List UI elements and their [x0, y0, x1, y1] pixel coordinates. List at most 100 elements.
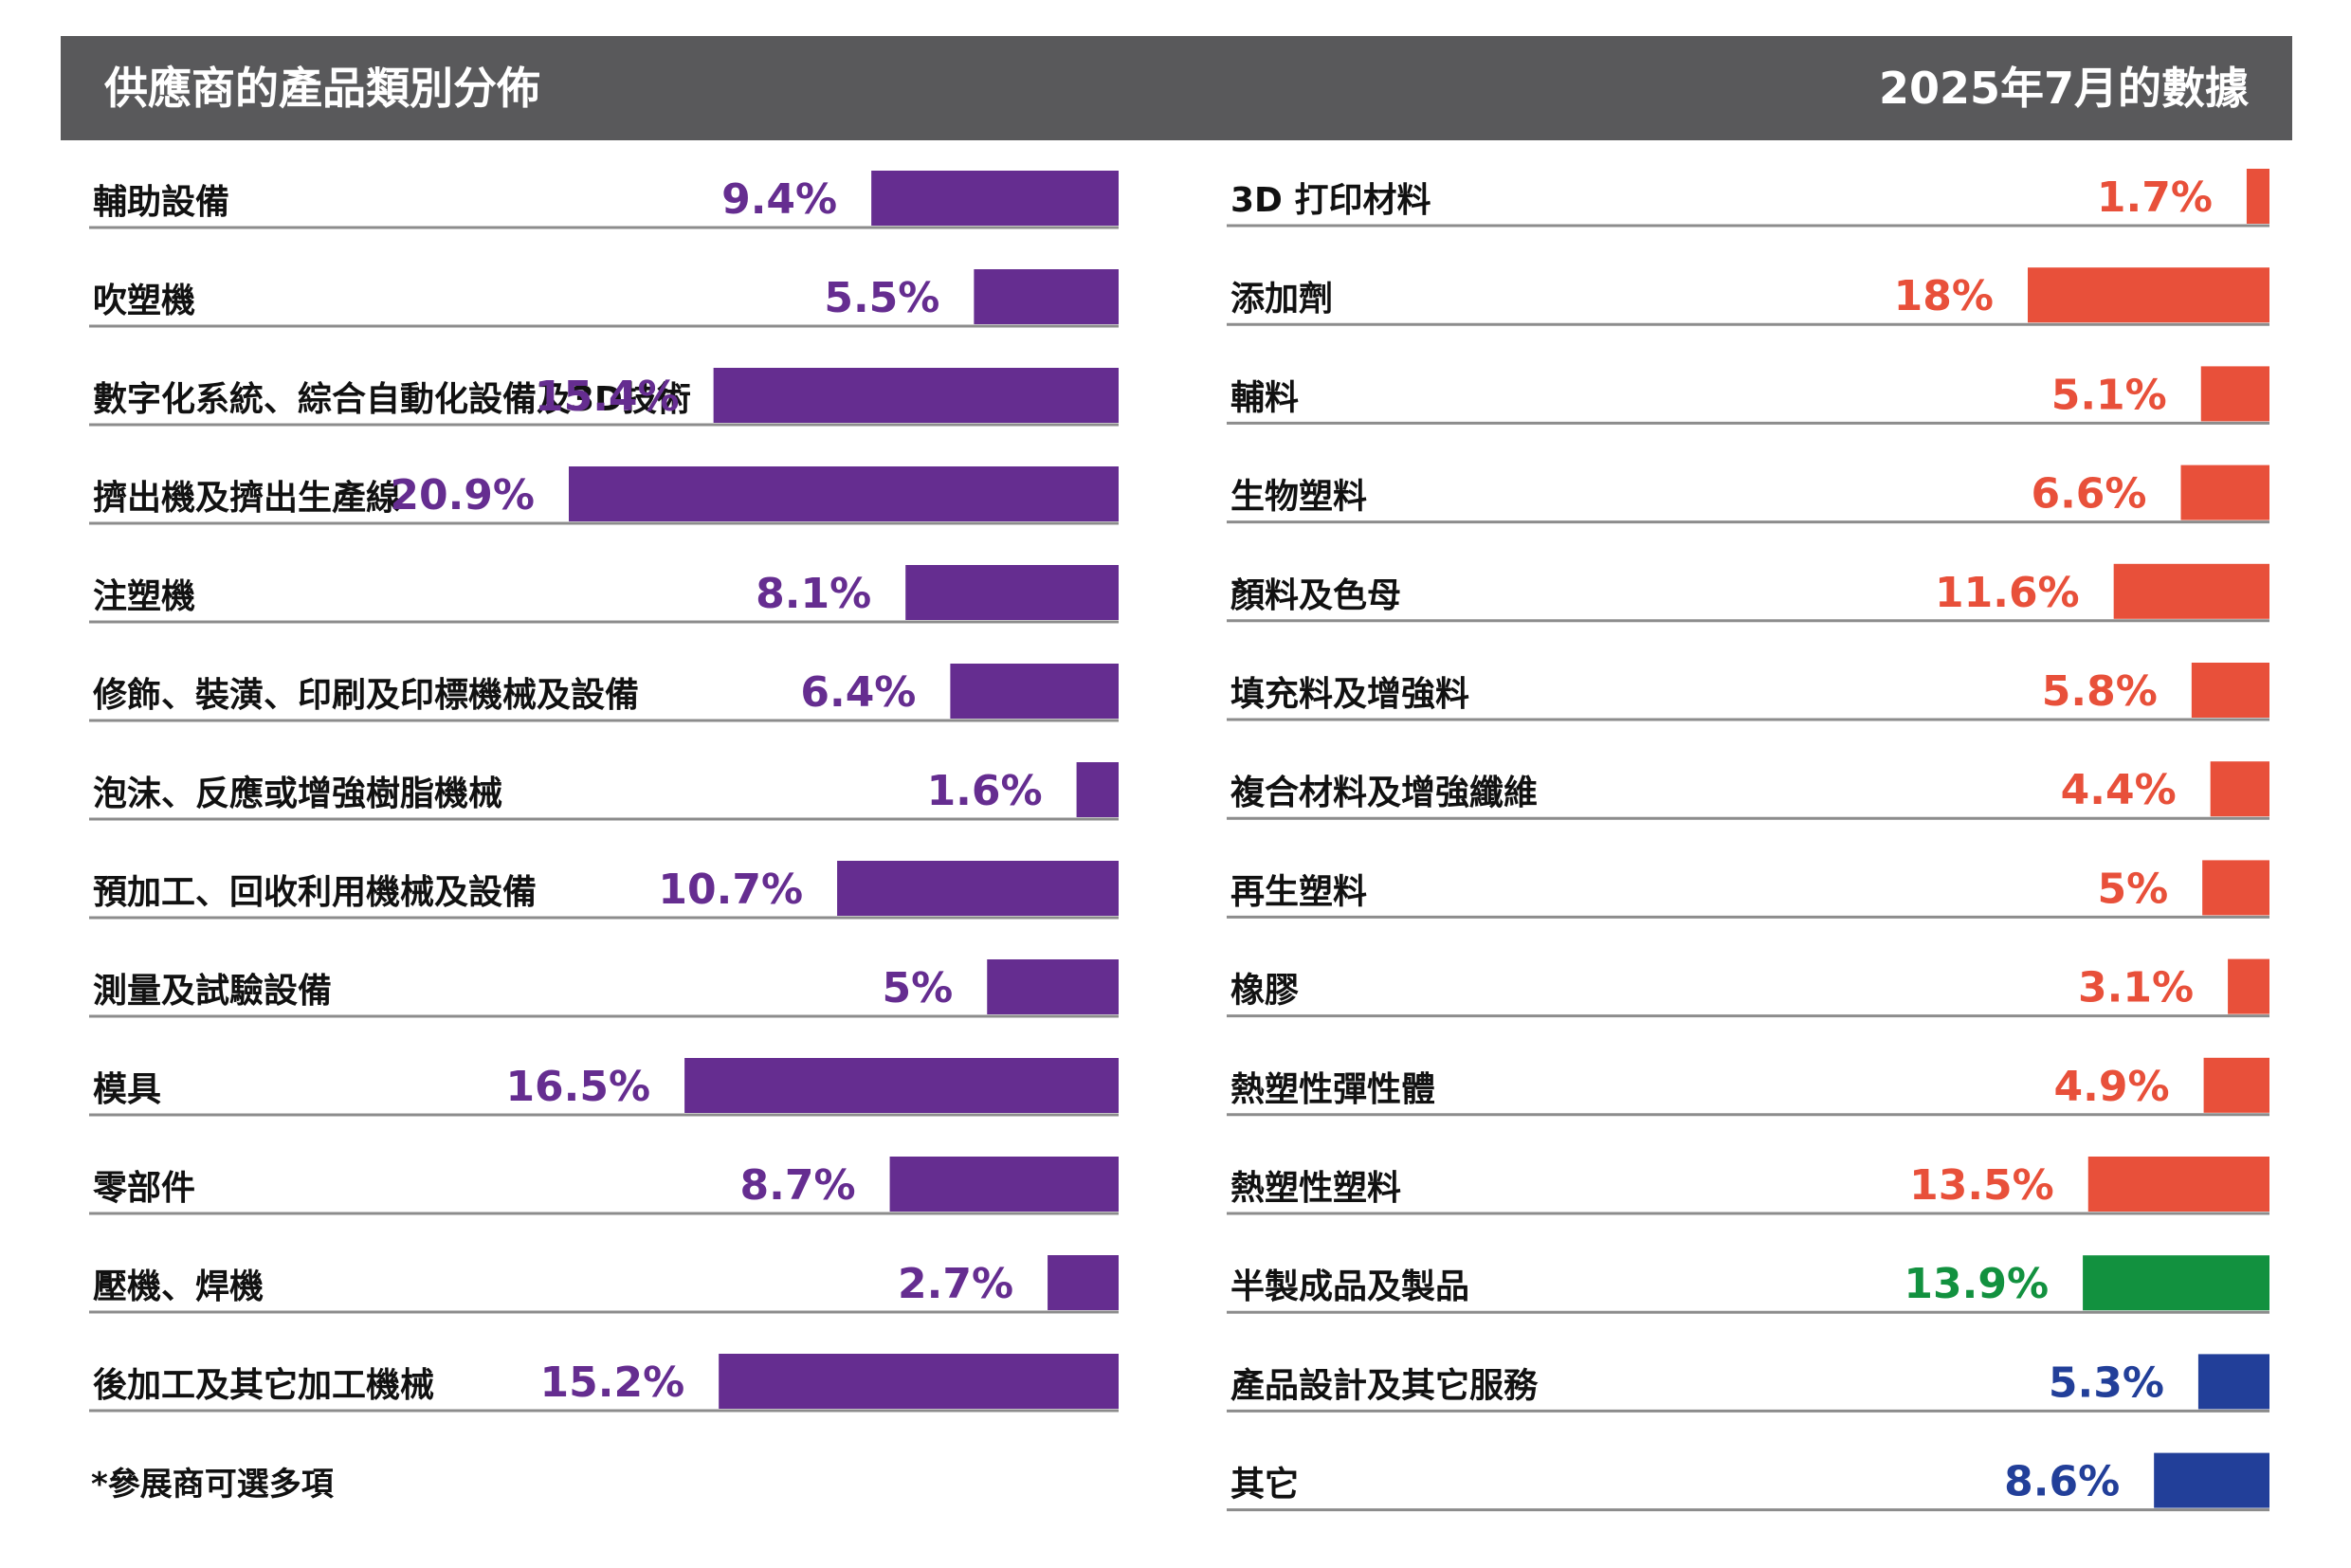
bar	[2228, 958, 2269, 1014]
bar	[2113, 563, 2269, 619]
category-label: 生物塑料	[1230, 478, 1367, 517]
value-label: 8.7%	[740, 1161, 856, 1210]
bar	[1048, 1255, 1119, 1310]
bar	[987, 959, 1119, 1014]
bar-row: 橡膠 3.1%	[1227, 958, 2269, 1018]
category-label: 輔助設備	[93, 183, 229, 222]
value-label: 16.5%	[505, 1063, 650, 1111]
bar-row: 產品設計及其它服務 5.3%	[1227, 1354, 2269, 1413]
value-label: 5.1%	[2051, 371, 2167, 419]
bar-row: 零部件 8.7%	[89, 1157, 1119, 1215]
bar-row: 填充料及增強料 5.8%	[1227, 663, 2269, 721]
bar	[2200, 366, 2269, 422]
value-label: 3.1%	[2078, 964, 2194, 1012]
bar	[2246, 169, 2269, 224]
value-label: 5.5%	[824, 274, 939, 322]
bar	[719, 1354, 1119, 1409]
category-label: 數字化系統、綜合自動化設備及3D技術	[93, 380, 691, 419]
category-label: 添加劑	[1230, 280, 1333, 319]
value-label: 2.7%	[898, 1260, 1013, 1308]
value-label: 15.4%	[535, 373, 680, 421]
category-label: 產品設計及其它服務	[1230, 1366, 1539, 1405]
bar-row: 壓機、焊機 2.7%	[89, 1255, 1119, 1314]
category-label: 半製成品及製品	[1230, 1267, 1469, 1306]
value-label: 4.9%	[2054, 1063, 2170, 1111]
category-label: 零部件	[93, 1169, 195, 1208]
bar-row: 複合材料及增強纖維 4.4%	[1227, 761, 2269, 820]
bar	[684, 1058, 1119, 1113]
bar	[1076, 762, 1119, 817]
value-label: 13.5%	[1909, 1161, 2054, 1210]
value-label: 9.4%	[721, 175, 837, 224]
chart-title: 供應商的產品類別分佈	[104, 63, 540, 114]
bar	[950, 664, 1119, 719]
value-label: 4.4%	[2061, 766, 2177, 814]
bar-row: 預加工、回收利用機械及設備 10.7%	[89, 861, 1119, 920]
bar	[2191, 663, 2269, 718]
value-label: 5.8%	[2042, 667, 2158, 716]
category-label: 預加工、回收利用機械及設備	[93, 873, 537, 912]
bar-row: 後加工及其它加工機械 15.2%	[89, 1354, 1119, 1413]
value-label: 15.2%	[540, 1358, 685, 1407]
bar	[974, 269, 1119, 324]
value-label: 1.6%	[927, 767, 1043, 815]
bar-row: 測量及試驗設備 5%	[89, 959, 1119, 1018]
value-label: 1.7%	[2097, 173, 2213, 222]
category-label: 橡膠	[1230, 972, 1299, 1011]
bar	[2210, 761, 2269, 817]
bar-row: 吹塑機 5.5%	[89, 269, 1119, 328]
value-label: 6.4%	[800, 668, 916, 717]
bar	[569, 466, 1119, 521]
bar-row: 輔料 5.1%	[1227, 366, 2269, 425]
bar	[905, 565, 1119, 620]
bar-row: 輔助設備 9.4%	[89, 171, 1119, 229]
bar	[713, 368, 1119, 423]
bar-row: 3D 打印材料 1.7%	[1227, 169, 2269, 228]
category-label: 顏料及色母	[1230, 576, 1401, 615]
value-label: 8.6%	[2004, 1458, 2120, 1506]
value-label: 10.7%	[658, 866, 803, 914]
bar	[2203, 1057, 2269, 1113]
category-label: 再生塑料	[1230, 872, 1367, 911]
bar-row: 注塑機 8.1%	[89, 565, 1119, 624]
category-label: 測量及試驗設備	[93, 971, 332, 1011]
value-label: 20.9%	[390, 471, 535, 520]
value-label: 13.9%	[1904, 1260, 2049, 1308]
category-label: 3D 打印材料	[1230, 181, 1431, 220]
category-label: 後加工及其它加工機械	[93, 1366, 434, 1405]
bar	[2087, 1157, 2269, 1212]
bar-row: 修飾、裝潢、印刷及印標機械及設備 6.4%	[89, 664, 1119, 722]
value-label: 8.1%	[756, 570, 871, 618]
value-label: 6.6%	[2031, 470, 2146, 519]
bar	[889, 1157, 1119, 1212]
value-label: 18%	[1894, 272, 1994, 320]
bar-row: 其它 8.6%	[1227, 1452, 2269, 1512]
category-label: 壓機、焊機	[93, 1267, 264, 1306]
bar	[2028, 267, 2269, 323]
category-label: 修飾、裝潢、印刷及印標機械及設備	[93, 676, 639, 715]
category-label: 擠出機及擠出生產線	[93, 479, 400, 518]
bar	[2197, 1354, 2269, 1410]
category-label: 熱塑性彈性體	[1230, 1070, 1435, 1109]
category-label: 吹塑機	[93, 282, 195, 320]
category-label: 模具	[93, 1070, 161, 1109]
category-label: 注塑機	[93, 577, 195, 616]
bar-row: 再生塑料 5%	[1227, 860, 2269, 919]
value-label: 11.6%	[1935, 569, 2080, 617]
chart-header: 供應商的產品類別分佈 2025年7月的數據	[61, 36, 2292, 140]
bar	[2180, 465, 2269, 520]
category-label: 輔料	[1230, 378, 1299, 417]
data-date-label: 2025年7月的數據	[1878, 63, 2249, 114]
footnote: *參展商可選多項	[91, 1466, 334, 1504]
category-label: 其它	[1230, 1466, 1299, 1504]
value-label: 5%	[2097, 865, 2168, 913]
bar	[2154, 1452, 2269, 1508]
value-label: 5%	[883, 964, 954, 1012]
value-label: 5.3%	[2049, 1358, 2164, 1407]
category-label: 泡沫、反應或增強樹脂機械	[93, 774, 502, 813]
category-label: 複合材料及增強纖維	[1230, 774, 1538, 812]
bar	[2083, 1255, 2269, 1311]
